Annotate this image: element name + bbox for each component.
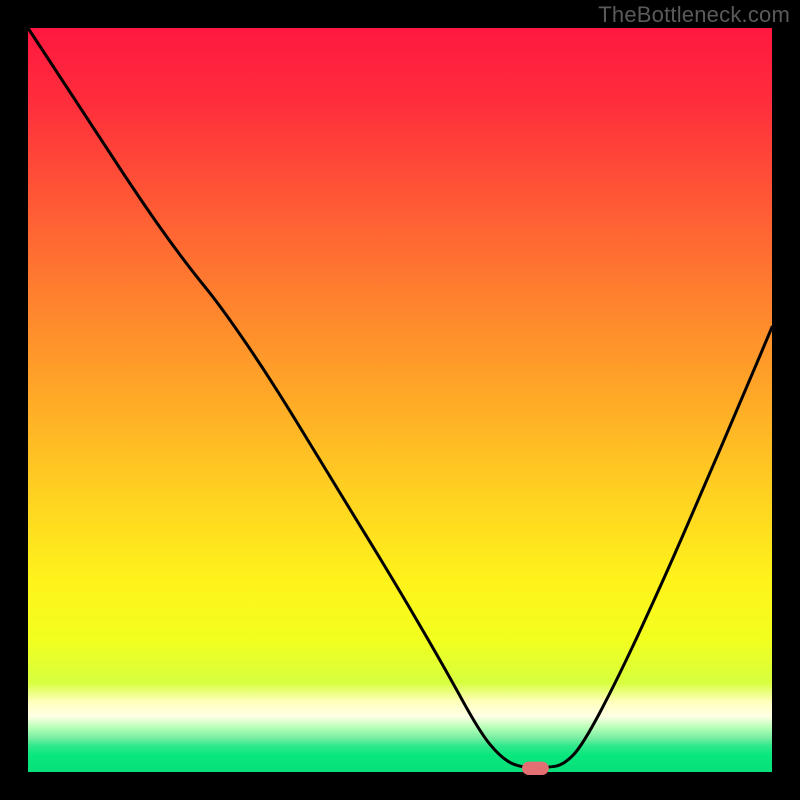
watermark-text: TheBottleneck.com	[598, 2, 790, 28]
chart-svg	[0, 0, 800, 800]
gradient-background	[28, 28, 772, 772]
optimal-marker	[522, 762, 549, 775]
chart-frame: { "watermark": { "text": "TheBottleneck.…	[0, 0, 800, 800]
